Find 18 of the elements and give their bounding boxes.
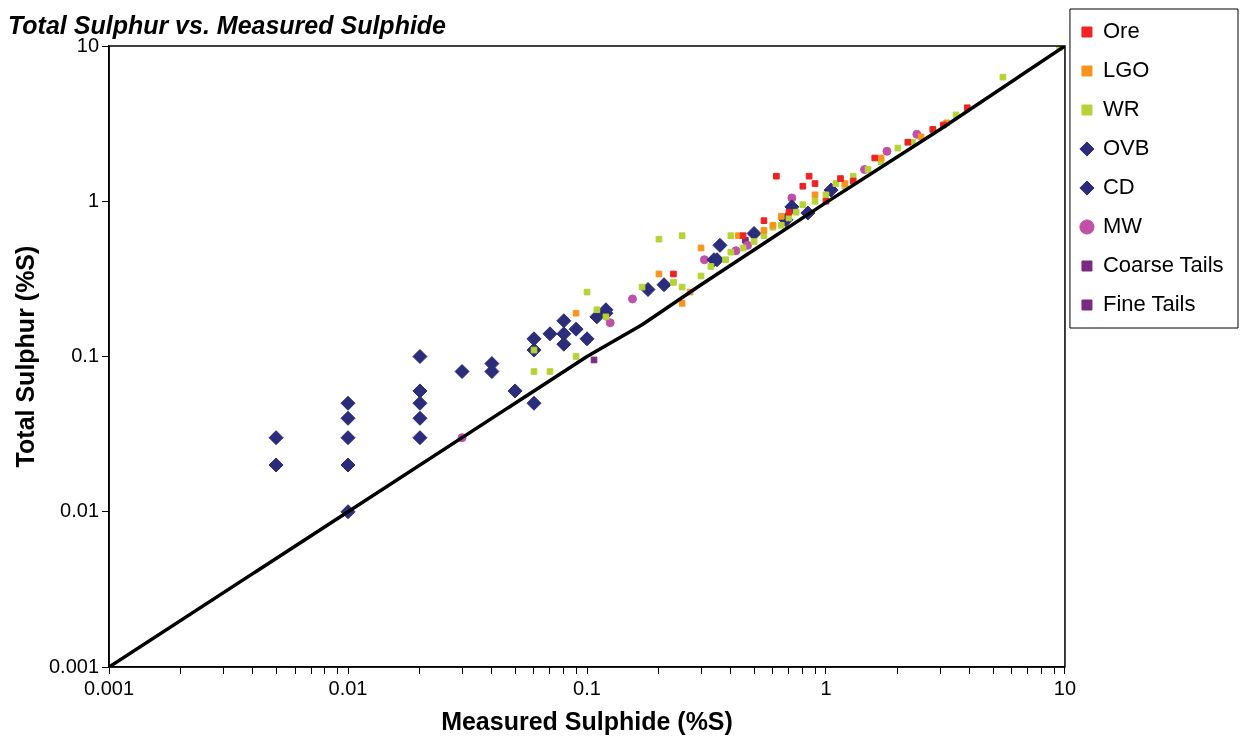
x-tick-label: 1 [820, 676, 832, 699]
y-tick-label: 0.001 [48, 654, 100, 677]
x-tick-label: 10 [1053, 676, 1077, 699]
y-tick-label: 1 [87, 188, 100, 211]
legend-label: Ore [1102, 18, 1140, 44]
legend-label: MW [1102, 213, 1143, 239]
y-axis-title: Total Sulphur (%S) [10, 245, 39, 468]
x-tick-label: 0.01 [328, 676, 368, 699]
legend-label: CD [1102, 174, 1135, 200]
x-tick-label: 0.1 [573, 676, 601, 699]
legend-label: WR [1102, 96, 1140, 122]
x-axis-title: Measured Sulphide (%S) [441, 706, 733, 735]
legend-label: Coarse Tails [1102, 252, 1224, 278]
legend-label: OVB [1102, 135, 1150, 161]
y-tick-label: 0.01 [60, 499, 100, 522]
y-tick-label: 0.1 [71, 344, 100, 367]
legend-label: Fine Tails [1102, 291, 1196, 317]
legend-label: LGO [1102, 57, 1150, 83]
